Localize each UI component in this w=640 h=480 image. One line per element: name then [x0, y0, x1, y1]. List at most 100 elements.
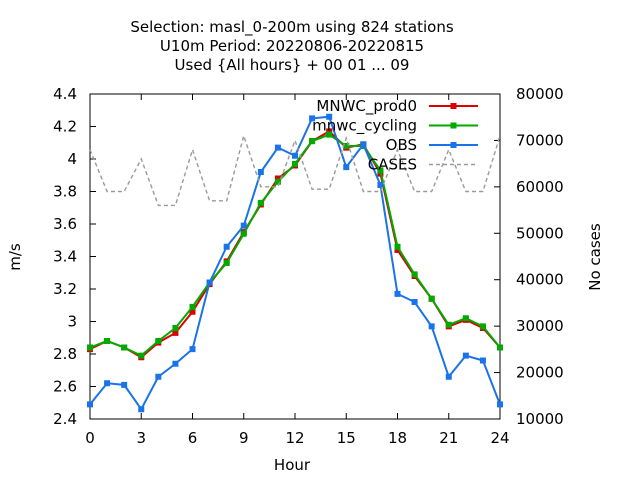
y-tick-label: 4.2 — [53, 118, 77, 136]
data-point — [479, 357, 486, 364]
data-point — [326, 128, 333, 135]
series-OBS — [87, 113, 503, 413]
series-line — [89, 133, 501, 207]
data-point — [377, 182, 384, 188]
y2-tick-label: 40000 — [516, 271, 564, 289]
legend-entry: OBS — [386, 136, 478, 154]
x-tick-label: 6 — [188, 429, 198, 447]
data-point — [377, 167, 384, 174]
data-point — [343, 164, 350, 171]
title-line-3: Used {All hours} + 00 01 ... 09 — [175, 56, 410, 74]
legend-label: MNWC_prod0 — [316, 97, 417, 116]
data-point — [87, 401, 93, 408]
data-point — [172, 360, 179, 367]
data-point — [189, 308, 196, 315]
data-point — [223, 243, 230, 250]
y2-tick-label: 70000 — [516, 131, 564, 149]
plot-frame — [89, 93, 501, 420]
data-point — [172, 325, 179, 331]
data-point — [343, 143, 350, 149]
data-point — [445, 321, 452, 328]
axis-ticks: 0 3 6 9 12 15 18 21 24 2.4 2.6 2.8 3 3.2 3.4 3.6 3.8 4 4.2… — [53, 85, 564, 447]
data-point — [479, 323, 486, 330]
data-point — [497, 401, 503, 408]
y2-tick-label: 20000 — [516, 364, 564, 382]
legend-label: OBS — [386, 136, 417, 154]
y-tick-label: 2.4 — [53, 410, 77, 428]
data-point — [274, 144, 281, 151]
y-tick-label: 4 — [67, 150, 77, 168]
y-tick-label: 2.8 — [53, 345, 77, 363]
data-point — [360, 141, 367, 148]
data-point — [411, 271, 418, 278]
data-point — [257, 199, 264, 206]
data-point — [104, 380, 111, 387]
series-mnwc_cycling — [87, 131, 503, 359]
x-tick-label: 3 — [136, 429, 146, 447]
legend-entry: CASES — [368, 156, 478, 174]
x-tick-label: 9 — [239, 429, 249, 447]
y-axis-label: m/s — [6, 243, 24, 271]
data-point — [138, 406, 145, 413]
data-point — [326, 113, 333, 120]
data-point — [274, 175, 281, 182]
data-point — [257, 169, 264, 175]
y-tick-label: 3 — [67, 313, 77, 331]
data-point — [292, 160, 298, 167]
data-point — [326, 131, 333, 138]
y2-tick-label: 10000 — [516, 410, 564, 428]
data-point — [309, 138, 316, 145]
x-tick-label: 18 — [388, 429, 407, 447]
data-point — [428, 295, 435, 302]
x-tick-label: 12 — [285, 429, 304, 447]
data-point — [394, 290, 401, 297]
x-tick-label: 24 — [490, 429, 509, 447]
y-tick-label: 4.4 — [53, 85, 77, 103]
data-point — [411, 299, 418, 305]
y-tick-label: 3.2 — [53, 280, 77, 298]
x-axis-label: Hour — [274, 456, 311, 474]
y2-axis-label: No cases — [586, 223, 604, 291]
y2-tick-label: 50000 — [516, 224, 564, 242]
data-point — [189, 346, 196, 353]
data-point — [155, 373, 162, 380]
x-tick-label: 0 — [85, 429, 95, 447]
legend-marker — [450, 122, 457, 129]
data-point — [87, 344, 93, 351]
data-point — [445, 373, 452, 380]
data-point — [394, 243, 401, 250]
y2-tick-label: 30000 — [516, 317, 564, 335]
y-tick-label: 2.6 — [53, 378, 77, 396]
data-point — [497, 344, 503, 351]
data-point — [462, 352, 469, 359]
data-point — [172, 329, 179, 336]
data-point — [155, 338, 162, 344]
y-tick-label: 3.6 — [53, 215, 77, 233]
y2-tick-label: 60000 — [516, 178, 564, 196]
chart-title: Selection: masl_0-200m using 824 station… — [130, 18, 454, 74]
legend-marker — [450, 142, 457, 148]
data-point — [462, 315, 469, 322]
data-point — [121, 344, 128, 351]
data-point — [428, 323, 435, 330]
data-point — [138, 352, 145, 359]
legend-label: mnwc_cycling — [312, 117, 417, 136]
series-layer — [87, 113, 503, 413]
title-line-2: U10m Period: 20220806-20220815 — [160, 37, 424, 55]
data-point — [292, 152, 298, 159]
legend-label: CASES — [368, 156, 417, 174]
data-point — [309, 115, 316, 122]
legend-entry: mnwc_cycling — [312, 117, 478, 136]
data-point — [121, 381, 128, 388]
x-tick-label: 21 — [439, 429, 458, 447]
y-tick-label: 3.8 — [53, 183, 77, 201]
legend-marker — [450, 103, 457, 109]
series-CASES — [89, 133, 501, 207]
x-tick-label: 15 — [337, 429, 356, 447]
data-point — [240, 230, 247, 237]
legend-entry: MNWC_prod0 — [316, 97, 478, 116]
y-tick-label: 3.4 — [53, 248, 77, 266]
data-point — [394, 247, 401, 253]
data-point — [104, 338, 111, 344]
